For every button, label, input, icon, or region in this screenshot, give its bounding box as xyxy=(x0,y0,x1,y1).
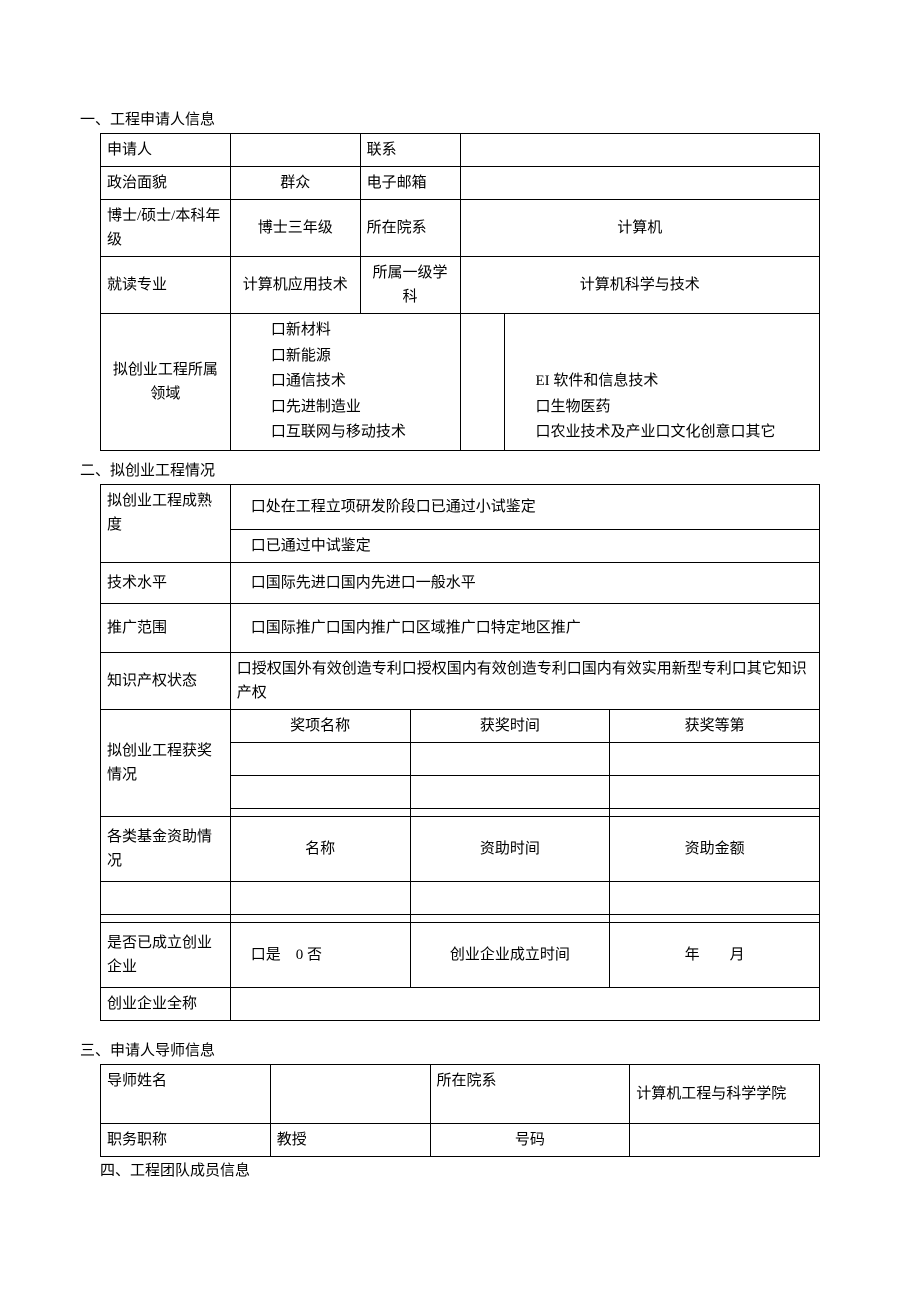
major-value: 计算机应用技术 xyxy=(230,257,360,314)
fund-name-header: 名称 xyxy=(230,816,410,881)
discipline-label: 所属一级学科 xyxy=(360,257,460,314)
award-name-header: 奖项名称 xyxy=(230,709,410,742)
award-row xyxy=(610,808,820,816)
company-time-label: 创业企业成立时间 xyxy=(410,922,610,987)
phone-label: 号码 xyxy=(430,1123,630,1156)
award-row xyxy=(610,742,820,775)
fund-row xyxy=(101,881,231,914)
discipline-value: 计算机科学与技术 xyxy=(460,257,820,314)
maturity-label: 拟创业工程成熟度 xyxy=(101,484,231,562)
field-spacer xyxy=(460,314,505,451)
award-row xyxy=(230,742,410,775)
dept-value: 计算机 xyxy=(460,200,820,257)
title-label: 职务职称 xyxy=(101,1123,271,1156)
company-name-label: 创业企业全称 xyxy=(101,987,231,1020)
fund-row xyxy=(610,914,820,922)
political-label: 政治面貌 xyxy=(101,167,231,200)
ip-value: 口授权国外有效创造专利口授权国内有效创造专利口国内有效实用新型专利口其它知识产权 xyxy=(230,652,819,709)
fund-time-header: 资助时间 xyxy=(410,816,610,881)
company-time-value: 年 月 xyxy=(610,922,820,987)
award-row xyxy=(610,775,820,808)
tech-level-value: 口国际先进口国内先进口一般水平 xyxy=(230,562,819,603)
advisor-info-table: 导师姓名 所在院系 计算机工程与科学学院 职务职称 教授 号码 xyxy=(100,1064,820,1157)
award-row xyxy=(410,775,610,808)
contact-value xyxy=(460,134,820,167)
section-2-title: 二、拟创业工程情况 xyxy=(80,459,840,480)
email-value xyxy=(460,167,820,200)
email-label: 电子邮箱 xyxy=(360,167,460,200)
fund-row xyxy=(230,881,410,914)
award-row xyxy=(230,808,410,816)
fund-row xyxy=(410,881,610,914)
field-right-options: EI 软件和信息技术 口生物医药 口农业技术及产业口文化创意口其它 xyxy=(505,314,820,451)
company-name-value xyxy=(230,987,819,1020)
section-3-title: 三、申请人导师信息 xyxy=(80,1039,840,1060)
phone-value xyxy=(630,1123,820,1156)
applicant-value xyxy=(230,134,360,167)
section-4-title: 四、工程团队成员信息 xyxy=(100,1159,840,1180)
tech-level-label: 技术水平 xyxy=(101,562,231,603)
fund-amount-header: 资助金额 xyxy=(610,816,820,881)
award-label: 拟创业工程获奖情况 xyxy=(101,709,231,816)
award-grade-header: 获奖等第 xyxy=(610,709,820,742)
political-value: 群众 xyxy=(230,167,360,200)
promo-label: 推广范围 xyxy=(101,603,231,652)
fund-row xyxy=(101,914,231,922)
fund-label: 各类基金资助情况 xyxy=(101,816,231,881)
fund-row xyxy=(230,914,410,922)
maturity-line2: 口已通过中试鉴定 xyxy=(230,529,819,562)
applicant-label: 申请人 xyxy=(101,134,231,167)
fund-row xyxy=(410,914,610,922)
advisor-name-value xyxy=(270,1064,430,1123)
award-row xyxy=(410,742,610,775)
maturity-line1: 口处在工程立项研发阶段口已通过小试鉴定 xyxy=(230,484,819,529)
major-label: 就读专业 xyxy=(101,257,231,314)
company-est-label: 是否已成立创业企业 xyxy=(101,922,231,987)
award-time-header: 获奖时间 xyxy=(410,709,610,742)
award-row xyxy=(410,808,610,816)
field-left-options: 口新材料 口新能源 口通信技术 口先进制造业 口互联网与移动技术 xyxy=(230,314,460,451)
ip-label: 知识产权状态 xyxy=(101,652,231,709)
title-value: 教授 xyxy=(270,1123,430,1156)
section-1-title: 一、工程申请人信息 xyxy=(80,108,840,129)
advisor-dept-label: 所在院系 xyxy=(430,1064,630,1123)
advisor-name-label: 导师姓名 xyxy=(101,1064,271,1123)
applicant-info-table: 申请人 联系 政治面貌 群众 电子邮箱 博士/硕士/本科年级 博士三年级 所在院… xyxy=(100,133,820,451)
field-label: 拟创业工程所属领域 xyxy=(101,314,231,451)
degree-value: 博士三年级 xyxy=(230,200,360,257)
advisor-dept-value: 计算机工程与科学学院 xyxy=(630,1064,820,1123)
degree-label: 博士/硕士/本科年级 xyxy=(101,200,231,257)
fund-row xyxy=(610,881,820,914)
promo-value: 口国际推广口国内推广口区域推广口特定地区推广 xyxy=(230,603,819,652)
dept-label: 所在院系 xyxy=(360,200,460,257)
award-row xyxy=(230,775,410,808)
company-est-value: 口是 0 否 xyxy=(230,922,410,987)
contact-label: 联系 xyxy=(360,134,460,167)
project-info-table: 拟创业工程成熟度 口处在工程立项研发阶段口已通过小试鉴定 口已通过中试鉴定 技术… xyxy=(100,484,820,1021)
